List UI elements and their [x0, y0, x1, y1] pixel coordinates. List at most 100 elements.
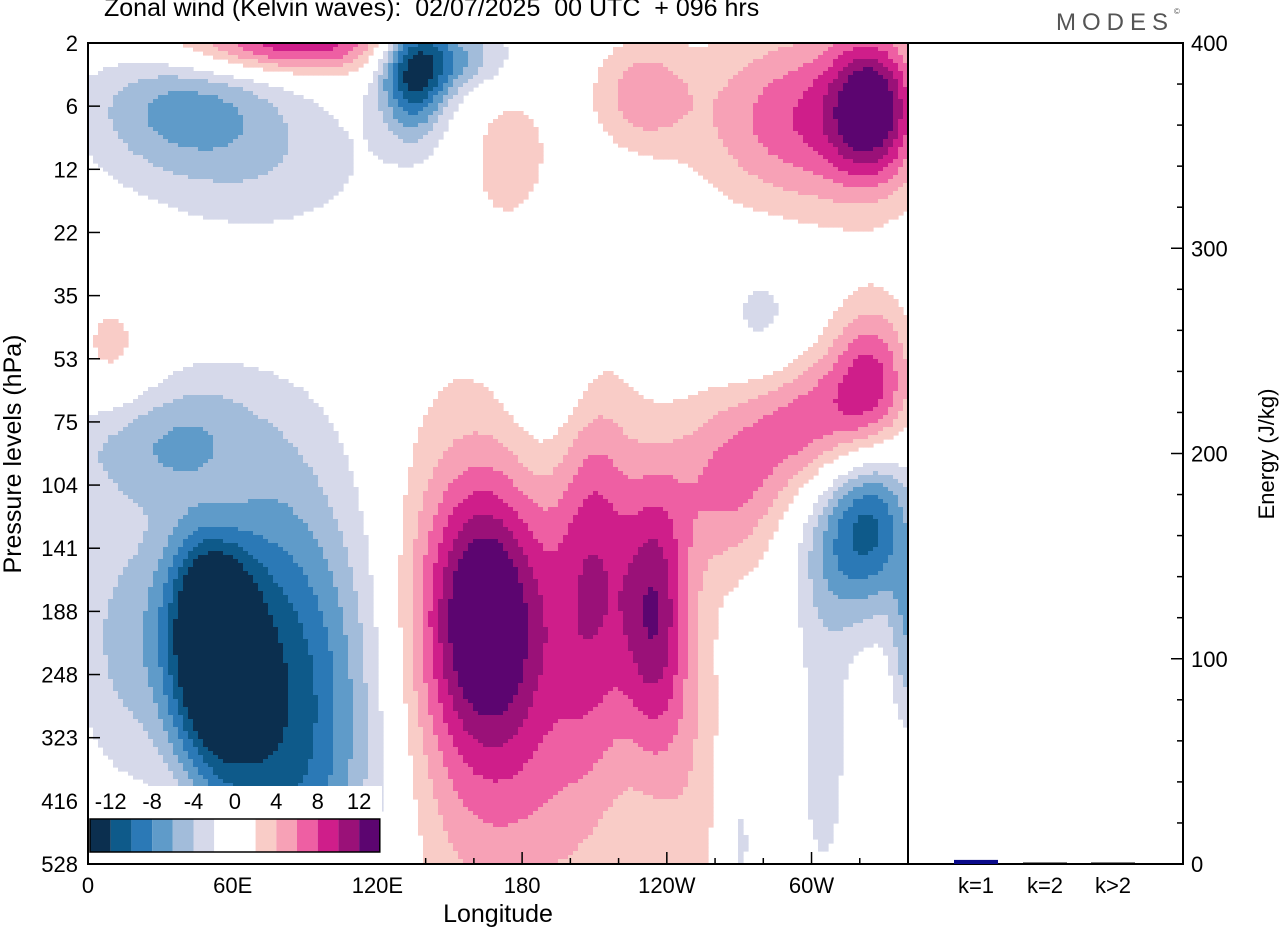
contour-cell: [123, 183, 129, 188]
contour-cell: [518, 123, 524, 128]
contour-cell: [93, 147, 99, 152]
contour-cell: [168, 139, 174, 144]
contour-cell: [313, 147, 319, 152]
contour-cell: [833, 75, 839, 80]
contour-cell: [123, 75, 129, 80]
contour-cell: [528, 139, 534, 144]
contour-cell: [203, 47, 209, 52]
contour-cell: [653, 143, 659, 148]
contour-cell: [633, 139, 639, 144]
contour-cell: [853, 99, 859, 104]
contour-cell: [743, 91, 749, 96]
contour-cell: [668, 55, 674, 60]
contour-cell: [103, 95, 109, 100]
contour-cell: [378, 111, 384, 116]
contour-cell: [483, 55, 489, 60]
contour-cell: [758, 139, 764, 144]
contour-cell: [838, 179, 844, 184]
contour-cell: [893, 139, 899, 144]
contour-cell: [873, 175, 879, 180]
contour-cell: [178, 159, 184, 164]
contour-cell: [308, 207, 314, 212]
contour-cell: [873, 103, 879, 108]
contour-cell: [258, 159, 264, 164]
contour-cell: [278, 139, 284, 144]
contour-cell: [633, 127, 639, 132]
contour-cell: [658, 143, 664, 148]
contour-cell: [278, 155, 284, 160]
contour-cell: [693, 91, 699, 96]
contour-cell: [838, 115, 844, 120]
contour-cell: [428, 131, 434, 136]
contour-cell: [668, 111, 674, 116]
contour-cell: [393, 99, 399, 104]
contour-cell: [323, 59, 329, 64]
contour-cell: [123, 83, 129, 88]
contour-cell: [633, 75, 639, 80]
contour-cell: [433, 67, 439, 72]
contour-cell: [623, 95, 629, 100]
contour-cell: [308, 183, 314, 188]
contour-cell: [608, 127, 614, 132]
contour-cell: [173, 95, 179, 100]
contour-cell: [133, 75, 139, 80]
contour-cell: [658, 107, 664, 112]
contour-cell: [693, 55, 699, 60]
contour-cell: [228, 103, 234, 108]
contour-cell: [263, 159, 269, 164]
contour-cell: [753, 139, 759, 144]
contour-cell: [263, 95, 269, 100]
contour-cell: [613, 99, 619, 104]
contour-cell: [328, 191, 334, 196]
contour-cell: [168, 167, 174, 172]
contour-cell: [388, 147, 394, 152]
contour-cell: [408, 135, 414, 140]
contour-cell: [778, 71, 784, 76]
contour-cell: [898, 79, 904, 84]
contour-cell: [813, 87, 819, 92]
contour-cell: [328, 171, 334, 176]
contour-cell: [323, 151, 329, 156]
contour-cell: [688, 71, 694, 76]
contour-cell: [163, 187, 169, 192]
contour-cell: [878, 219, 884, 224]
contour-cell: [233, 95, 239, 100]
contour-cell: [198, 95, 204, 100]
contour-cell: [413, 159, 419, 164]
contour-cell: [193, 79, 199, 84]
contour-cell: [93, 155, 99, 160]
contour-cell: [303, 115, 309, 120]
contour-cell: [328, 67, 334, 72]
contour-cell: [833, 215, 839, 220]
contour-cell: [843, 155, 849, 160]
contour-cell: [103, 91, 109, 96]
contour-cell: [418, 139, 424, 144]
contour-cell: [633, 95, 639, 100]
contour-cell: [183, 187, 189, 192]
contour-cell: [263, 183, 269, 188]
contour-cell: [453, 59, 459, 64]
contour-cell: [693, 163, 699, 168]
contour-cell: [513, 191, 519, 196]
contour-cell: [243, 131, 249, 136]
contour-cell: [283, 103, 289, 108]
contour-cell: [773, 175, 779, 180]
contour-cell: [793, 187, 799, 192]
contour-cell: [718, 59, 724, 64]
contour-cell: [883, 75, 889, 80]
contour-cell: [638, 139, 644, 144]
contour-cell: [713, 127, 719, 132]
contour-cell: [843, 71, 849, 76]
contour-cell: [768, 107, 774, 112]
contour-cell: [388, 91, 394, 96]
contour-cell: [743, 103, 749, 108]
contour-cell: [753, 107, 759, 112]
contour-cell: [93, 87, 99, 92]
contour-cell: [203, 143, 209, 148]
contour-cell: [723, 75, 729, 80]
contour-cell: [738, 79, 744, 84]
contour-cell: [718, 115, 724, 120]
contour-cell: [648, 119, 654, 124]
contour-cell: [508, 179, 514, 184]
contour-cell: [163, 67, 169, 72]
